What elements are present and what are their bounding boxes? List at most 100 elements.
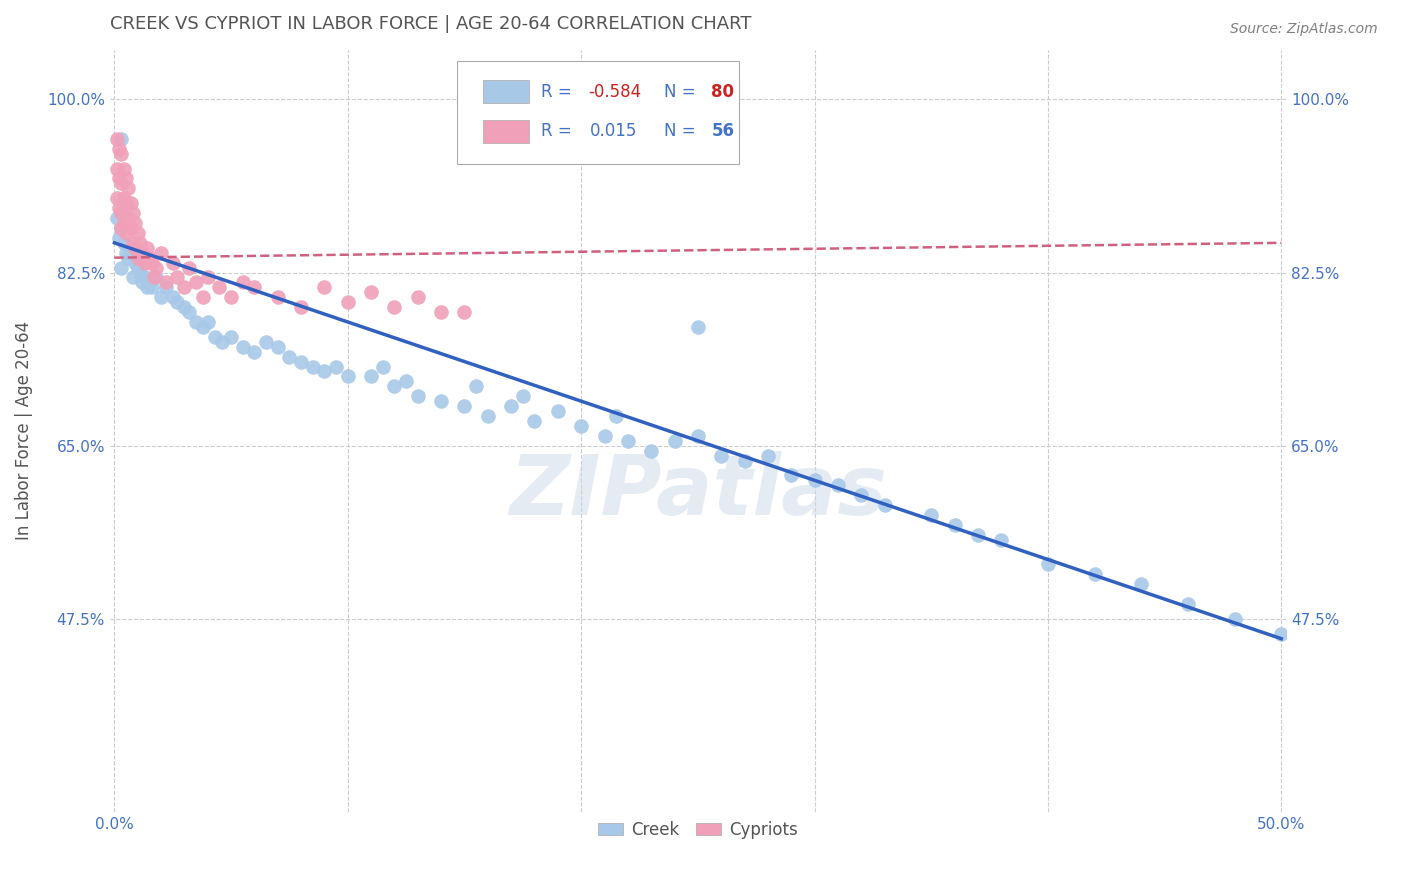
Point	[166, 270, 188, 285]
FancyBboxPatch shape	[482, 80, 529, 103]
Point	[267, 340, 290, 354]
Text: N =: N =	[665, 122, 702, 140]
Point	[108, 231, 131, 245]
Point	[336, 295, 359, 310]
Point	[406, 290, 429, 304]
Legend: Creek, Cypriots: Creek, Cypriots	[591, 814, 804, 846]
Point	[122, 235, 145, 250]
Point	[360, 285, 382, 300]
Point	[105, 211, 128, 225]
Point	[384, 379, 406, 393]
Point	[943, 517, 966, 532]
Point	[112, 161, 135, 176]
Point	[112, 191, 135, 205]
Point	[1223, 612, 1246, 626]
Text: N =: N =	[665, 83, 702, 101]
Point	[138, 251, 160, 265]
Point	[430, 394, 453, 409]
Point	[115, 226, 138, 240]
Point	[110, 260, 132, 275]
Point	[395, 375, 418, 389]
Point	[873, 498, 896, 512]
Point	[136, 280, 159, 294]
Point	[112, 216, 135, 230]
Point	[117, 251, 139, 265]
Point	[191, 290, 214, 304]
Point	[219, 330, 242, 344]
Point	[150, 290, 173, 304]
Point	[136, 241, 159, 255]
Point	[301, 359, 323, 374]
Point	[664, 434, 686, 448]
Point	[314, 364, 336, 378]
Point	[371, 359, 394, 374]
Point	[162, 290, 184, 304]
Point	[211, 334, 233, 349]
Point	[110, 206, 132, 220]
Point	[430, 305, 453, 319]
Text: ZIPatlas: ZIPatlas	[509, 451, 887, 533]
Point	[686, 429, 709, 443]
Point	[851, 488, 873, 502]
Point	[290, 354, 312, 368]
Point	[124, 216, 146, 230]
Point	[108, 201, 131, 215]
Point	[131, 276, 153, 290]
Text: R =: R =	[541, 83, 576, 101]
Point	[105, 161, 128, 176]
Point	[593, 429, 616, 443]
Point	[120, 221, 142, 235]
Point	[278, 350, 301, 364]
Point	[129, 235, 152, 250]
Point	[267, 290, 290, 304]
Point	[232, 340, 254, 354]
Point	[453, 305, 475, 319]
Point	[134, 255, 156, 269]
Point	[204, 330, 226, 344]
Point	[134, 270, 156, 285]
Text: -0.584: -0.584	[588, 83, 641, 101]
Point	[110, 132, 132, 146]
Text: R =: R =	[541, 122, 576, 140]
Point	[131, 245, 153, 260]
Point	[523, 414, 546, 428]
Point	[124, 241, 146, 255]
Point	[117, 181, 139, 195]
Point	[145, 260, 167, 275]
Point	[336, 369, 359, 384]
Point	[162, 255, 184, 269]
Point	[827, 478, 849, 492]
Point	[177, 305, 200, 319]
Point	[756, 449, 779, 463]
Point	[512, 389, 534, 403]
Point	[122, 206, 145, 220]
FancyBboxPatch shape	[482, 120, 529, 143]
Point	[112, 235, 135, 250]
Point	[243, 344, 266, 359]
Point	[191, 320, 214, 334]
Point	[290, 300, 312, 314]
Point	[115, 171, 138, 186]
Point	[197, 315, 219, 329]
Point	[105, 132, 128, 146]
Point	[803, 473, 825, 487]
Point	[155, 276, 177, 290]
Point	[325, 359, 347, 374]
Point	[453, 399, 475, 413]
Point	[129, 266, 152, 280]
Point	[1177, 597, 1199, 611]
Point	[145, 270, 167, 285]
Point	[184, 276, 207, 290]
Point	[120, 196, 142, 211]
Point	[710, 449, 733, 463]
Point	[465, 379, 488, 393]
Point	[127, 260, 149, 275]
Point	[110, 177, 132, 191]
Point	[110, 221, 132, 235]
Point	[150, 245, 173, 260]
Point	[141, 255, 163, 269]
Point	[243, 280, 266, 294]
Point	[219, 290, 242, 304]
Point	[177, 260, 200, 275]
Point	[108, 142, 131, 156]
